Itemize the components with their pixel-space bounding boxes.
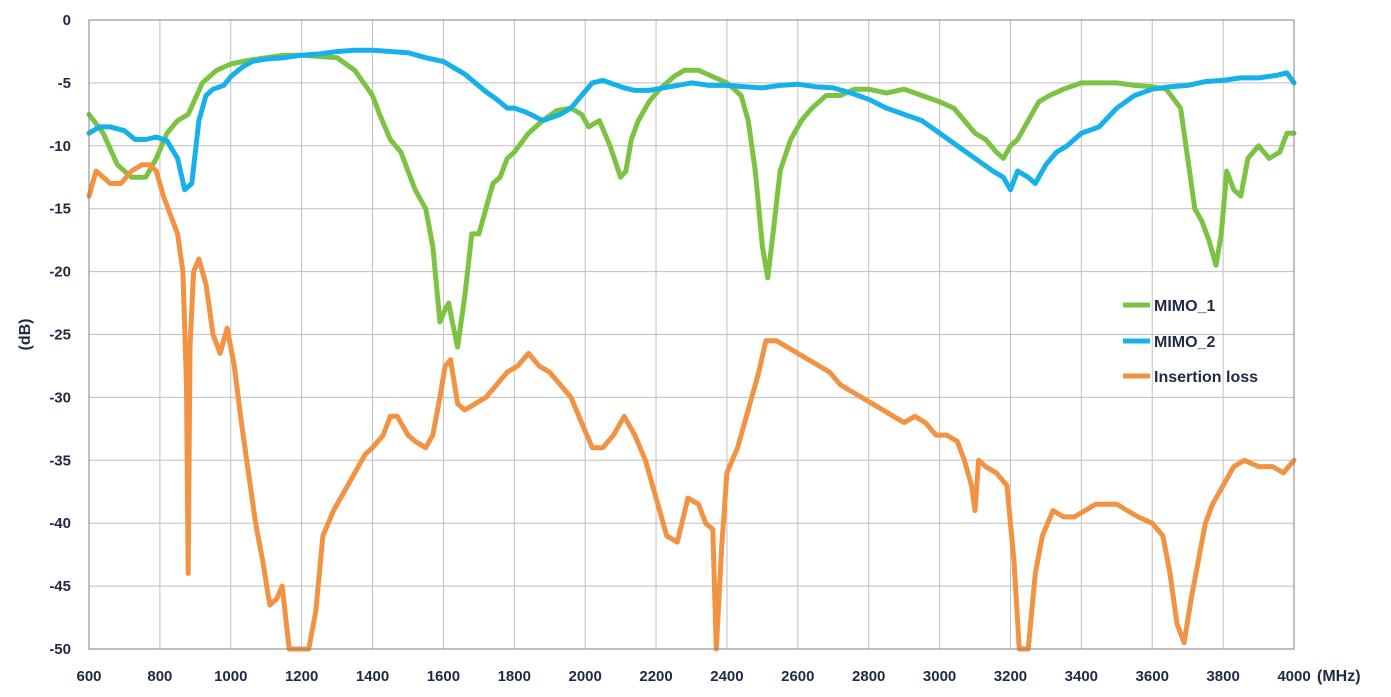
legend-label-insertion-loss: Insertion loss [1154,369,1258,386]
series-line-insertion-loss [86,162,1297,652]
y-tick-label: -40 [49,515,71,532]
legend-label-mimo-2: MIMO_2 [1154,334,1215,351]
y-tick-label: -45 [49,578,71,595]
x-tick-label: 2600 [781,668,814,685]
y-tick-label: -30 [49,389,71,406]
legend-label-mimo-1: MIMO_1 [1154,298,1215,315]
x-tick-label: 3200 [994,668,1027,685]
x-tick-label: 600 [76,668,101,685]
x-tick-label: 4000 [1277,668,1310,685]
y-tick-label: -20 [49,264,71,281]
y-tick-label: -10 [49,138,71,155]
x-tick-label: 1400 [356,668,389,685]
y-tick-label: -15 [49,201,71,218]
y-tick-label: -25 [49,327,71,344]
x-tick-label: 1800 [498,668,531,685]
x-tick-label: 2200 [639,668,672,685]
x-tick-label: 2000 [568,668,601,685]
x-axis-unit: (MHz) [1317,668,1361,685]
y-tick-labels: 0 -5 -10 -15 -20 -25 -30 -35 -40 -45 -50 [49,12,71,658]
x-tick-label: 1600 [427,668,460,685]
x-tick-labels: 600 800 1000 1200 1400 1600 1800 2000 2200 2400 26… [76,668,1310,685]
x-tick-label: 1200 [285,668,318,685]
x-tick-label: 2800 [852,668,885,685]
y-tick-label: -35 [49,452,71,469]
x-tick-label: 3000 [923,668,956,685]
y-axis-label: (dB) [17,319,34,351]
series-lines [86,47,1297,652]
x-tick-label: 2400 [710,668,743,685]
x-tick-label: 1000 [214,668,247,685]
y-tick-label: -50 [49,641,71,658]
y-tick-label: -5 [58,75,71,92]
x-tick-label: 3600 [1136,668,1169,685]
y-tick-label: 0 [63,12,71,29]
x-tick-label: 3400 [1065,668,1098,685]
legend: MIMO_1 MIMO_2 Insertion loss [1123,298,1258,386]
plot-frame [88,19,1295,650]
x-tick-label: 3800 [1206,668,1239,685]
series-line-mimo-1 [86,52,1297,350]
series-line-mimo-2 [86,47,1297,193]
x-tick-label: 800 [147,668,172,685]
